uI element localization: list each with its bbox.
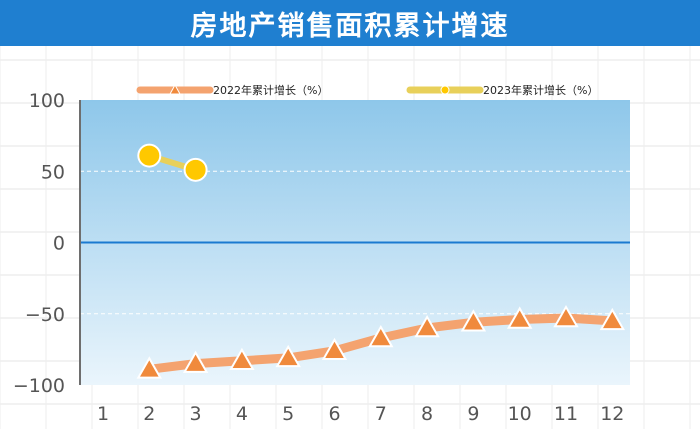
legend-label: 2023年累计增长（%）	[483, 83, 598, 97]
data-point	[182, 350, 209, 373]
x-tick-label: 6	[328, 403, 340, 425]
data-point	[183, 157, 208, 182]
x-tick-label: 12	[600, 403, 624, 425]
data-point	[553, 305, 579, 328]
chart-title: 房地产销售面积累计增速	[190, 10, 510, 42]
x-tick-label: 3	[190, 403, 202, 425]
y-tick-label: −100	[13, 375, 65, 397]
legend-marker	[169, 83, 181, 95]
x-tick-label: 5	[282, 403, 294, 425]
x-tick-label: 8	[421, 403, 433, 425]
data-point	[368, 324, 394, 348]
x-tick-label: 11	[554, 403, 578, 425]
legend-marker	[440, 85, 450, 95]
x-tick-label: 9	[467, 403, 479, 425]
x-tick-label: 1	[97, 403, 109, 425]
data-point	[229, 347, 255, 371]
data-point	[136, 356, 163, 379]
y-tick-label: 100	[29, 90, 65, 112]
data-point	[506, 306, 533, 329]
data-point	[599, 307, 626, 331]
y-tick-label: −50	[25, 304, 65, 326]
title-bar: 房地产销售面积累计增速	[0, 0, 700, 46]
x-tick-label: 4	[236, 403, 248, 425]
x-tick-label: 2	[143, 403, 155, 425]
legend-label: 2022年累计增长（%）	[213, 83, 328, 97]
data-point	[275, 344, 301, 368]
x-tick-label: 7	[375, 403, 387, 425]
data-point	[137, 143, 162, 168]
y-tick-label: 50	[41, 161, 65, 183]
x-tick-label: 10	[508, 403, 532, 425]
data-point	[321, 337, 348, 361]
data-point	[460, 309, 487, 332]
y-tick-label: 0	[53, 233, 65, 255]
data-point	[414, 314, 440, 338]
